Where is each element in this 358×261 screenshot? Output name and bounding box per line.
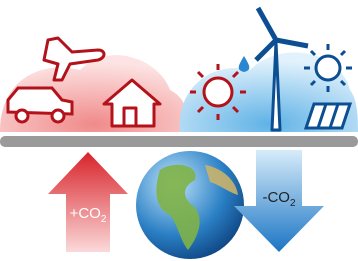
label-subscript: 2 (101, 214, 107, 225)
label-subscript: 2 (290, 198, 296, 209)
page: {"left_arrow": {"text": "+CO", "subscrip… (0, 0, 358, 261)
label-text: -CO (262, 189, 290, 206)
ground-bar (0, 136, 358, 147)
emission-arrow (48, 152, 128, 252)
illustration: +CO2 -CO2 (0, 0, 358, 261)
solar-panel-icon (306, 104, 350, 128)
label-text: +CO (70, 205, 101, 222)
water-drop (239, 56, 250, 72)
